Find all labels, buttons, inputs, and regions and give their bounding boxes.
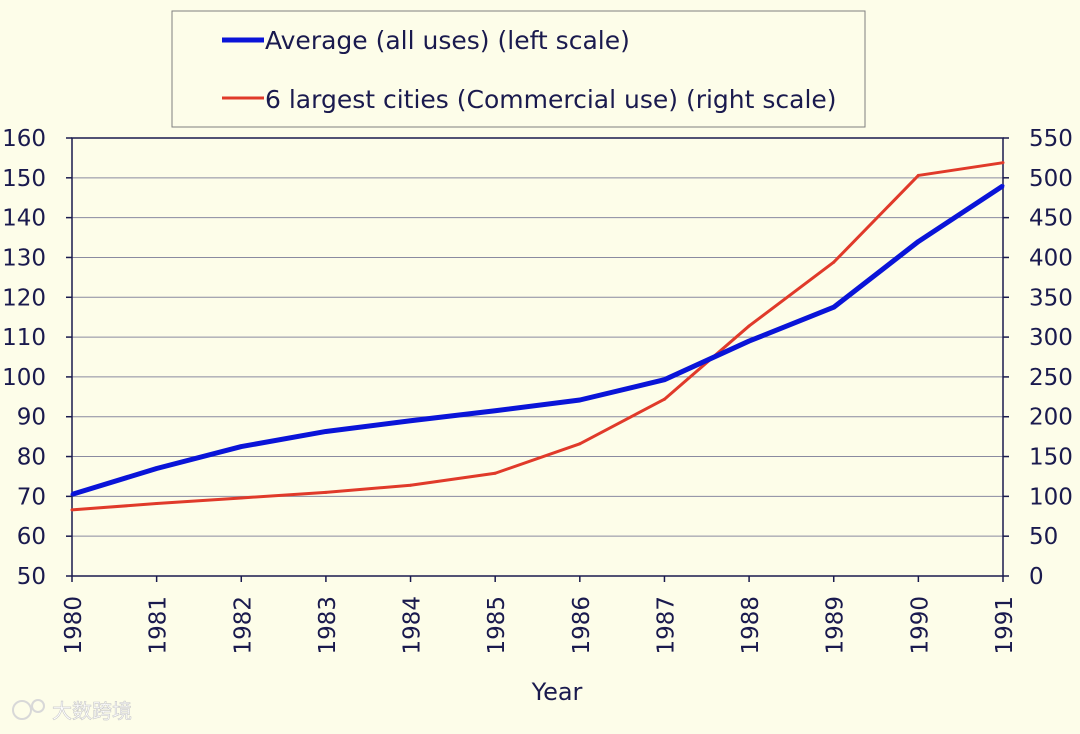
data-point-average — [747, 339, 751, 343]
x-tick-label: 1991 — [992, 596, 1018, 655]
left-y-tick-label: 110 — [2, 325, 46, 351]
data-point-6-largest-cities — [324, 490, 328, 494]
data-point-6-largest-cities — [70, 508, 74, 512]
x-tick-label: 1989 — [823, 596, 849, 655]
right-y-tick-label: 0 — [1029, 564, 1044, 590]
x-tick-label: 1990 — [907, 596, 933, 655]
data-point-average — [239, 445, 243, 449]
x-tick-label: 1984 — [400, 596, 426, 655]
data-point-6-largest-cities — [832, 260, 836, 264]
right-y-tick-label: 500 — [1029, 166, 1073, 192]
plot-area-frame — [71, 137, 1004, 577]
legend-box — [171, 10, 866, 128]
right-y-tick-label: 450 — [1029, 206, 1073, 232]
data-point-average — [155, 466, 159, 470]
right-y-tick-label: 550 — [1029, 126, 1073, 152]
x-tick-label: 1986 — [569, 596, 595, 655]
data-point-6-largest-cities — [155, 502, 159, 506]
right-y-tick-label: 50 — [1029, 524, 1058, 550]
x-axis-title: Year — [531, 678, 583, 706]
data-point-average — [70, 492, 74, 496]
right-y-tick-label: 250 — [1029, 365, 1073, 391]
left-y-tick-label: 100 — [2, 365, 46, 391]
x-tick-label: 1980 — [61, 596, 87, 655]
data-point-average — [832, 305, 836, 309]
x-tick-label: 1988 — [738, 596, 764, 655]
right-y-tick-label: 350 — [1029, 285, 1073, 311]
right-y-axis: 0 50 100 150 200 250 300 350 400 450 500 550 — [1003, 126, 1073, 590]
right-y-tick-label: 100 — [1029, 484, 1073, 510]
left-y-tick-label: 50 — [17, 564, 46, 590]
x-tick-label: 1983 — [315, 596, 341, 655]
watermark-text: 大数跨境 — [52, 699, 132, 723]
series-lines — [70, 161, 1005, 512]
data-point-6-largest-cities — [1001, 161, 1005, 165]
series-line-average — [71, 183, 1005, 497]
x-tick-label: 1987 — [653, 596, 679, 655]
left-y-tick-label: 120 — [2, 285, 46, 311]
data-point-6-largest-cities — [578, 442, 582, 446]
right-y-tick-label: 400 — [1029, 245, 1073, 271]
data-point-average — [916, 240, 920, 244]
x-tick-label: 1981 — [146, 596, 172, 655]
right-y-tick-label: 200 — [1029, 405, 1073, 431]
series-line-6-largest-cities — [71, 161, 1004, 512]
data-point-average — [662, 378, 666, 382]
left-y-tick-label: 140 — [2, 206, 46, 232]
data-point-average — [324, 429, 328, 433]
x-tick-label: 1982 — [230, 596, 256, 655]
left-y-tick-label: 150 — [2, 166, 46, 192]
legend: Average (all uses) (left scale) 6 larges… — [171, 10, 866, 128]
right-y-tick-label: 300 — [1029, 325, 1073, 351]
right-y-tick-label: 150 — [1029, 445, 1073, 471]
data-point-average — [493, 409, 497, 413]
left-y-tick-label: 80 — [17, 445, 46, 471]
left-y-tick-label: 60 — [17, 524, 46, 550]
watermark: 大数跨境 — [12, 699, 132, 723]
left-y-tick-label: 130 — [2, 245, 46, 271]
watermark-logo-icon-dot — [31, 699, 45, 713]
data-point-6-largest-cities — [409, 483, 413, 487]
data-point-average — [409, 419, 413, 423]
left-y-axis: 50 60 70 80 90 100 110 120 130 140 150 160 — [2, 126, 72, 590]
left-y-tick-label: 70 — [17, 484, 46, 510]
left-y-tick-label: 90 — [17, 405, 46, 431]
axes — [71, 137, 1004, 577]
x-tick-label: 1985 — [484, 596, 510, 655]
legend-label-average: Average (all uses) (left scale) — [265, 26, 630, 55]
data-point-6-largest-cities — [239, 496, 243, 500]
left-y-tick-label: 160 — [2, 126, 46, 152]
watermark-logo-icon — [12, 700, 32, 720]
data-point-6-largest-cities — [493, 471, 497, 475]
legend-label-6-largest-cities: 6 largest cities (Commercial use) (right… — [265, 85, 837, 114]
x-axis: 1980 1981 1982 1983 1984 1985 1986 1987 1988 1989… — [61, 576, 1018, 655]
data-point-6-largest-cities — [916, 173, 920, 177]
data-point-average — [1001, 184, 1005, 188]
data-point-6-largest-cities — [747, 324, 751, 328]
data-point-6-largest-cities — [662, 397, 666, 401]
data-point-average — [578, 398, 582, 402]
